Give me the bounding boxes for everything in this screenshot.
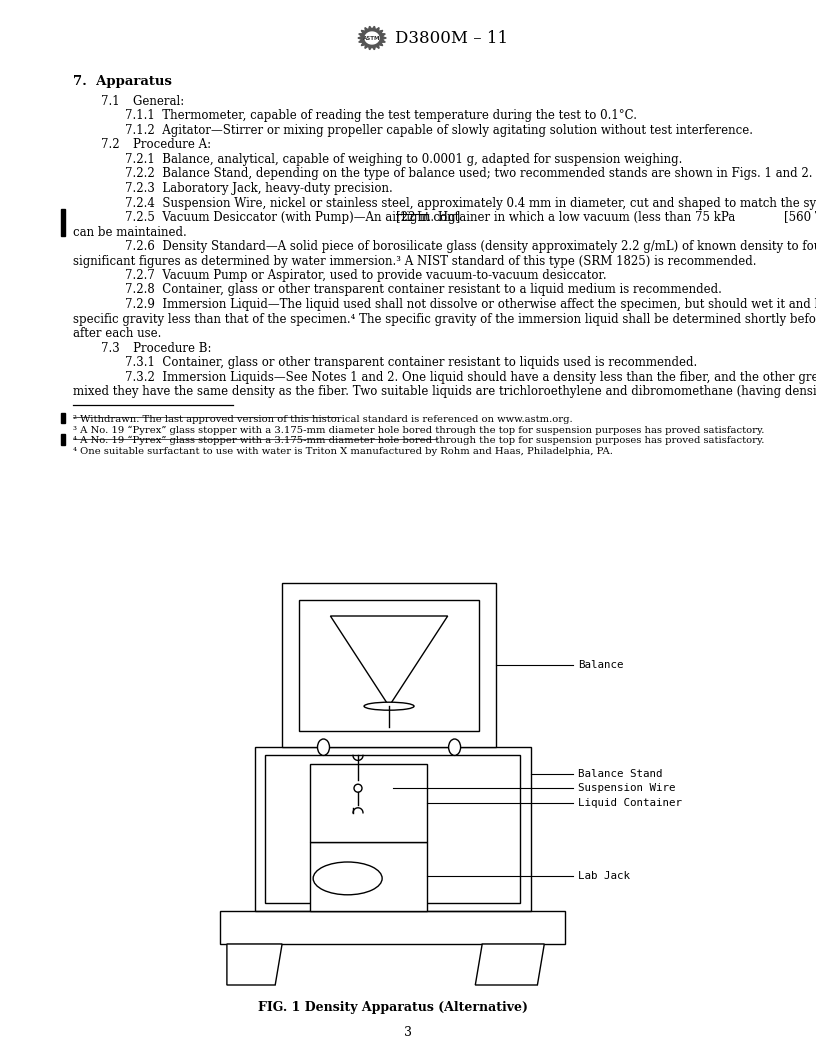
- Ellipse shape: [317, 739, 330, 755]
- Text: 7.3   Procedure B:: 7.3 Procedure B:: [101, 341, 211, 355]
- Text: 7.2.9  Immersion Liquid—The liquid used shall not dissolve or otherwise affect t: 7.2.9 Immersion Liquid—The liquid used s…: [125, 298, 816, 312]
- Text: 7.3.1  Container, glass or other transparent container resistant to liquids used: 7.3.1 Container, glass or other transpar…: [125, 356, 697, 369]
- Text: Suspension Wire: Suspension Wire: [578, 784, 676, 793]
- Text: specific gravity less than that of the specimen.⁴ The specific gravity of the im: specific gravity less than that of the s…: [73, 313, 816, 325]
- Text: 7.2.4  Suspension Wire, nickel or stainless steel, approximately 0.4 mm in diame: 7.2.4 Suspension Wire, nickel or stainle…: [125, 196, 816, 209]
- Text: 7.2.5  Vacuum Desiccator (with Pump)—An airtight container in which a low vacuum: 7.2.5 Vacuum Desiccator (with Pump)—An a…: [125, 211, 816, 224]
- Bar: [282, 583, 496, 748]
- Text: 7.2.6  Density Standard—A solid piece of borosilicate glass (density approximate: 7.2.6 Density Standard—A solid piece of …: [125, 240, 816, 253]
- Polygon shape: [227, 944, 282, 985]
- Bar: [265, 755, 520, 903]
- Polygon shape: [358, 26, 386, 50]
- Text: Liquid Container: Liquid Container: [578, 797, 682, 808]
- Text: after each use.: after each use.: [73, 327, 162, 340]
- Text: ² Withdrawn. The last approved version of this historical standard is referenced: ² Withdrawn. The last approved version o…: [73, 415, 573, 423]
- Bar: [61, 434, 64, 445]
- Text: significant figures as determined by water immersion.³ A NIST standard of this t: significant figures as determined by wat…: [73, 254, 756, 267]
- Text: can be maintained.: can be maintained.: [73, 226, 187, 239]
- Bar: [61, 209, 64, 235]
- Text: 7.1   General:: 7.1 General:: [101, 95, 184, 108]
- Text: 7.1.2  Agitator—Stirrer or mixing propeller capable of slowly agitating solution: 7.1.2 Agitator—Stirrer or mixing propell…: [125, 124, 753, 137]
- Text: 3: 3: [404, 1026, 412, 1039]
- Text: FIG. 1 Density Apparatus (Alternative): FIG. 1 Density Apparatus (Alternative): [258, 1001, 527, 1014]
- Text: ASTM: ASTM: [363, 36, 381, 40]
- Text: 7.2.8  Container, glass or other transparent container resistant to a liquid med: 7.2.8 Container, glass or other transpar…: [125, 283, 722, 297]
- Text: Lab Jack: Lab Jack: [578, 871, 630, 882]
- Text: [22 in. Hg]: [22 in. Hg]: [397, 211, 460, 224]
- Bar: [299, 600, 479, 731]
- Bar: [310, 842, 427, 911]
- Text: 7.  Apparatus: 7. Apparatus: [73, 75, 172, 88]
- Ellipse shape: [313, 862, 382, 894]
- Text: 7.2.2  Balance Stand, depending on the type of balance used; two recommended sta: 7.2.2 Balance Stand, depending on the ty…: [125, 168, 813, 181]
- Text: 7.1.1  Thermometer, capable of reading the test temperature during the test to 0: 7.1.1 Thermometer, capable of reading th…: [125, 110, 637, 122]
- Text: ⁴ One suitable surfactant to use with water is Triton X manufactured by Rohm and: ⁴ One suitable surfactant to use with wa…: [73, 447, 613, 456]
- Text: Balance: Balance: [578, 660, 623, 671]
- Polygon shape: [365, 32, 379, 44]
- Text: 7.2   Procedure A:: 7.2 Procedure A:: [101, 138, 211, 151]
- Text: ⁴ A No. 19 “Pyrex” glass stopper with a 3.175-mm diameter hole bored through the: ⁴ A No. 19 “Pyrex” glass stopper with a …: [73, 436, 765, 446]
- Ellipse shape: [449, 739, 460, 755]
- Bar: [255, 748, 530, 911]
- Polygon shape: [475, 944, 544, 985]
- Text: Balance Stand: Balance Stand: [578, 769, 663, 779]
- Circle shape: [354, 785, 362, 792]
- Text: 7.2.3  Laboratory Jack, heavy-duty precision.: 7.2.3 Laboratory Jack, heavy-duty precis…: [125, 182, 392, 195]
- Bar: [220, 911, 565, 944]
- Bar: [61, 413, 64, 423]
- Ellipse shape: [364, 702, 414, 711]
- Text: ³ A No. 19 “Pyrex” glass stopper with a 3.175-mm diameter hole bored through the: ³ A No. 19 “Pyrex” glass stopper with a …: [73, 426, 765, 435]
- Text: 7.3.2  Immersion Liquids—See Notes 1 and 2. One liquid should have a density les: 7.3.2 Immersion Liquids—See Notes 1 and …: [125, 371, 816, 383]
- Text: 7.2.7  Vacuum Pump or Aspirator, used to provide vacuum-to-vacuum desiccator.: 7.2.7 Vacuum Pump or Aspirator, used to …: [125, 269, 606, 282]
- Text: mixed they have the same density as the fiber. Two suitable liquids are trichlor: mixed they have the same density as the …: [73, 385, 816, 398]
- Text: 7.2.1  Balance, analytical, capable of weighing to 0.0001 g, adapted for suspens: 7.2.1 Balance, analytical, capable of we…: [125, 153, 682, 166]
- Text: D3800M – 11: D3800M – 11: [395, 30, 508, 48]
- Bar: [310, 763, 427, 842]
